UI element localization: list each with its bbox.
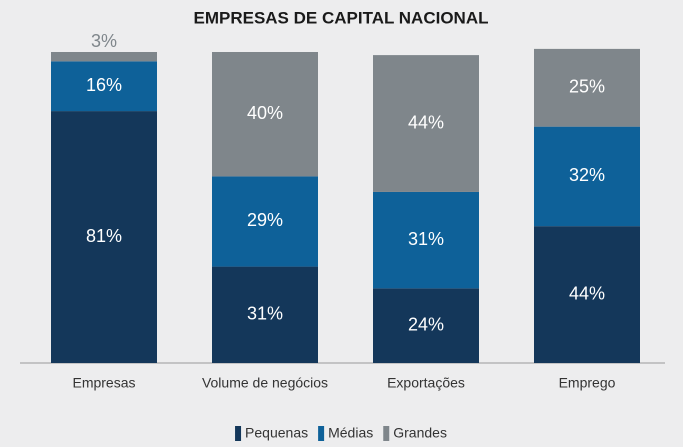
value-label: 3% — [91, 31, 117, 51]
x-tick-label: Empresas — [72, 375, 135, 391]
legend-label: Médias — [328, 425, 373, 441]
value-label: 16% — [86, 75, 122, 95]
value-label: 44% — [569, 283, 605, 303]
bar-segment — [51, 52, 157, 62]
bar-segment — [534, 126, 640, 227]
value-label: 24% — [408, 314, 444, 334]
bar-segment — [534, 48, 640, 127]
value-label: 81% — [86, 226, 122, 246]
value-label: 44% — [408, 112, 444, 132]
legend-label: Grandes — [393, 425, 447, 441]
bar-segment — [212, 266, 318, 363]
legend-swatch — [318, 426, 325, 441]
value-label: 40% — [247, 103, 283, 123]
legend-label: Pequenas — [245, 425, 308, 441]
bar-segment — [373, 191, 479, 289]
value-label: 29% — [247, 210, 283, 230]
bar-segment — [212, 52, 318, 177]
legend-swatch — [383, 426, 390, 441]
value-label: 31% — [247, 304, 283, 324]
legend-swatch — [235, 426, 242, 441]
x-tick-label: Volume de negócios — [202, 375, 328, 391]
bar-segment — [51, 61, 157, 112]
x-tick-label: Exportações — [387, 375, 465, 391]
bar-segment — [51, 111, 157, 363]
value-label: 32% — [569, 165, 605, 185]
x-tick-label: Emprego — [559, 375, 616, 391]
bar-segment — [373, 55, 479, 192]
value-label: 31% — [408, 229, 444, 249]
bar-segment — [373, 288, 479, 363]
value-label: 25% — [569, 77, 605, 97]
bar-segment — [212, 176, 318, 267]
chart-title: EMPRESAS DE CAPITAL NACIONAL — [193, 8, 488, 27]
bar-segment — [534, 226, 640, 363]
